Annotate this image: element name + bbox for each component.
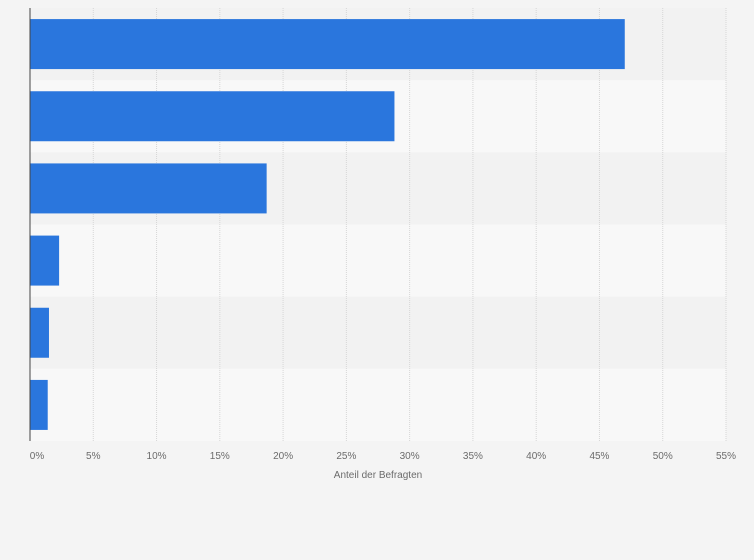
x-tick-label: 55%: [716, 451, 736, 462]
x-tick-label: 15%: [210, 451, 230, 462]
x-tick-label: 50%: [653, 451, 673, 462]
row-bands: [30, 8, 726, 441]
x-tick-label: 0%: [30, 451, 45, 462]
row-band: [30, 224, 726, 297]
x-tick-label: 45%: [589, 451, 609, 462]
bar: [30, 307, 49, 358]
row-band: [30, 296, 726, 369]
row-band: [30, 368, 726, 441]
bar: [30, 163, 267, 214]
gridlines: [92, 8, 727, 441]
x-tick-label: 30%: [400, 451, 420, 462]
x-axis-title: Anteil der Befragten: [334, 470, 422, 481]
x-tick-label: 5%: [86, 451, 101, 462]
x-tick-label: 35%: [463, 451, 483, 462]
bar: [30, 379, 48, 430]
bar: [30, 19, 625, 70]
bar: [30, 91, 395, 142]
x-tick-label: 25%: [336, 451, 356, 462]
x-tick-label: 40%: [526, 451, 546, 462]
bars: [30, 19, 625, 430]
x-tick-label: 20%: [273, 451, 293, 462]
x-tick-label: 10%: [147, 451, 167, 462]
x-tick-labels: 0% 5% 10% 15% 20% 25% 30% 35% 40% 45% 50% 55%: [30, 451, 736, 462]
bar: [30, 235, 60, 286]
